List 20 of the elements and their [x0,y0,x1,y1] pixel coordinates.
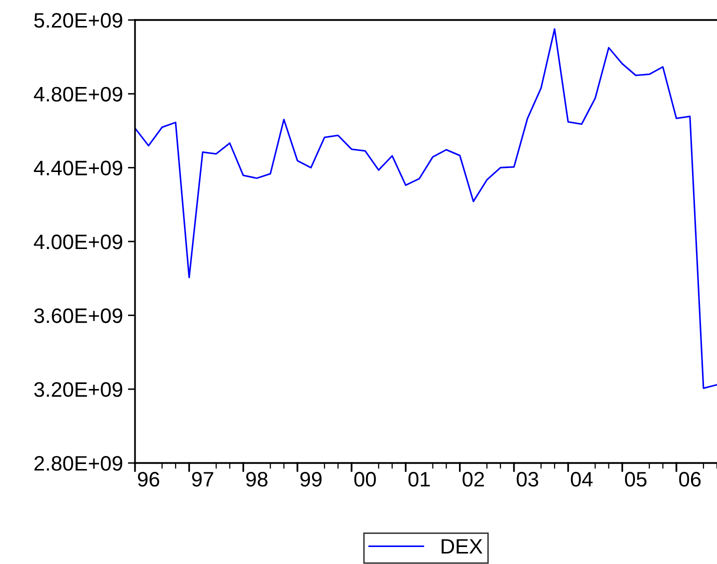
y-tick-label: 4.80E+09 [34,86,122,102]
x-tick-label: 99 [300,472,322,487]
y-tick-label: 4.00E+09 [34,234,122,250]
x-tick-label: 05 [625,472,647,487]
line-series [135,28,717,390]
y-tick-label: 2.80E+09 [34,456,122,471]
x-tick-label: 03 [516,472,538,487]
legend-label: DEX [442,539,482,554]
x-tick-label: 04 [570,472,593,487]
x-tick-label: 00 [354,472,376,487]
x-tick-label: 02 [462,472,484,487]
y-tick-label: 5.20E+09 [34,13,122,28]
x-tick-label: 98 [246,472,268,487]
x-tick-label: 97 [192,472,214,487]
y-tick-label: 4.40E+09 [34,160,122,176]
x-tick-label: 01 [408,472,430,487]
x-tick-label: 96 [138,472,160,487]
x-tick-label: 06 [679,472,701,487]
y-tick-label: 3.20E+09 [34,382,122,397]
y-tick-label: 3.60E+09 [34,308,122,324]
